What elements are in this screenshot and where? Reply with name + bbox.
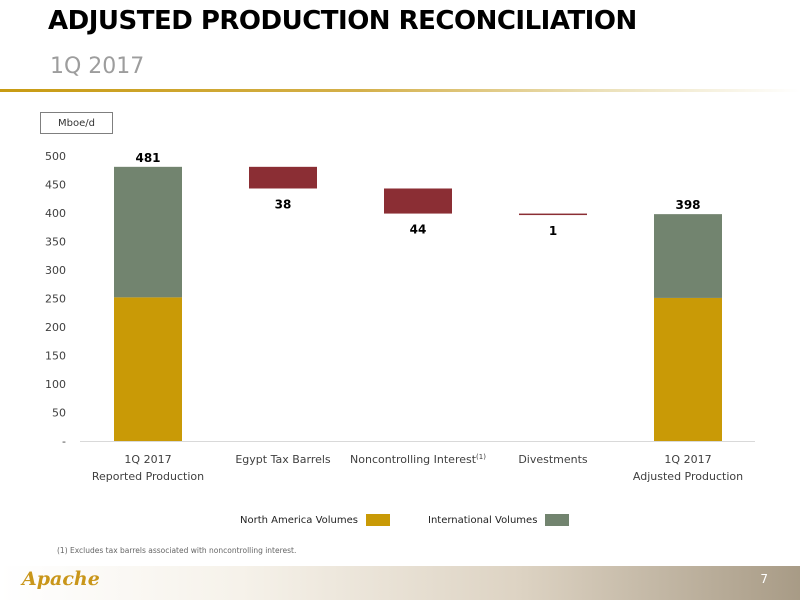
unit-label: Mboe/d [58,117,95,129]
footnote: (1) Excludes tax barrels associated with… [57,546,297,555]
y-tick-label: 50 [52,407,66,420]
y-tick-label: 300 [45,264,66,277]
x-category-label: Divestments [518,453,588,466]
legend-item-international: International Volumes [428,514,570,526]
data-label-total: 398 [675,198,700,212]
y-tick-label: 350 [45,236,66,249]
x-category-label-line2: Adjusted Production [633,470,743,483]
bar-international [654,214,722,298]
data-label-deduction: 38 [275,197,292,211]
x-category-label: Egypt Tax Barrels [235,453,331,466]
apache-logo: Apache [22,568,100,590]
y-tick-label: - [62,435,66,448]
x-category-label: 1Q 2017 [664,453,711,466]
y-tick-label: 400 [45,207,66,220]
legend-label-north-america: North America Volumes [240,514,358,526]
bar-north-america [654,297,722,441]
title-divider [0,89,800,92]
y-tick-label: 450 [45,179,66,192]
y-tick-label: 200 [45,321,66,334]
superscript-note: (1) [476,453,486,461]
page-subtitle: 1Q 2017 [50,54,145,79]
bar-deduction [249,166,317,189]
page-number: 7 [760,572,768,586]
y-tick-label: 500 [45,150,66,163]
data-label-deduction: 44 [410,223,427,237]
y-tick-label: 100 [45,378,66,391]
x-category-label: Noncontrolling Interest(1) [350,453,486,466]
y-tick-label: 150 [45,350,66,363]
legend-swatch-international [545,514,570,526]
bar-deduction [519,213,587,216]
page-title: ADJUSTED PRODUCTION RECONCILIATION [48,6,637,36]
bar-international [114,166,182,298]
bar-north-america [114,297,182,441]
legend-swatch-north-america [365,514,390,526]
waterfall-chart: - 50 100 150 200 250 300 350 400 450 500 481 398 38 44… [45,150,755,483]
y-tick-label: 250 [45,293,66,306]
unit-label-box: Mboe/d [40,112,113,134]
footer-bar [0,566,800,600]
data-label-deduction: 1 [549,224,557,238]
x-category-label: 1Q 2017 [124,453,171,466]
legend-label-international: International Volumes [428,514,538,526]
x-category-label-line2: Reported Production [92,470,204,483]
bar-deduction [384,188,452,214]
data-label-total: 481 [135,151,160,165]
legend-item-north-america: North America Volumes [240,514,390,526]
